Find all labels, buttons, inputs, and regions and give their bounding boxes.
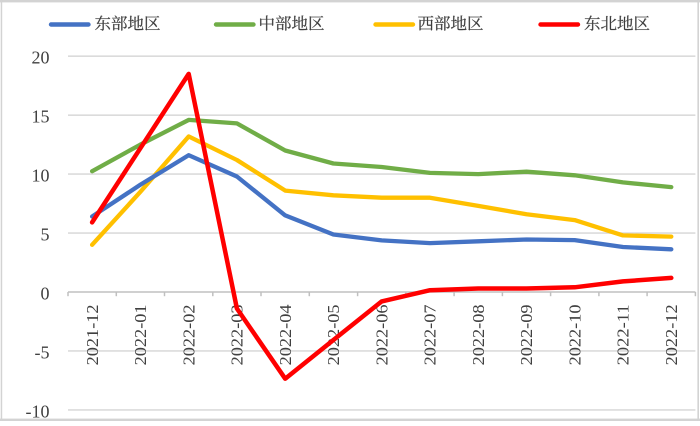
svg-text:2022-04: 2022-04 [276,304,295,366]
svg-text:-10: -10 [26,401,50,421]
svg-text:2021-12: 2021-12 [83,304,102,365]
svg-text:2022-07: 2022-07 [421,304,440,366]
svg-text:2022-05: 2022-05 [324,304,343,365]
svg-text:2022-01: 2022-01 [131,304,150,365]
svg-text:20: 20 [32,48,50,68]
svg-text:-5: -5 [35,342,50,362]
svg-text:2022-06: 2022-06 [372,304,391,365]
svg-text:2022-11: 2022-11 [614,304,633,365]
svg-text:15: 15 [32,107,50,127]
svg-text:2022-12: 2022-12 [662,304,681,365]
svg-text:10: 10 [32,166,50,186]
svg-text:5: 5 [41,225,50,245]
svg-text:2022-10: 2022-10 [565,304,584,365]
svg-text:2022-08: 2022-08 [469,304,488,365]
svg-text:0: 0 [41,284,50,304]
svg-text:2022-02: 2022-02 [179,304,198,365]
svg-text:2022-03: 2022-03 [228,304,247,365]
svg-text:2022-09: 2022-09 [517,304,536,365]
